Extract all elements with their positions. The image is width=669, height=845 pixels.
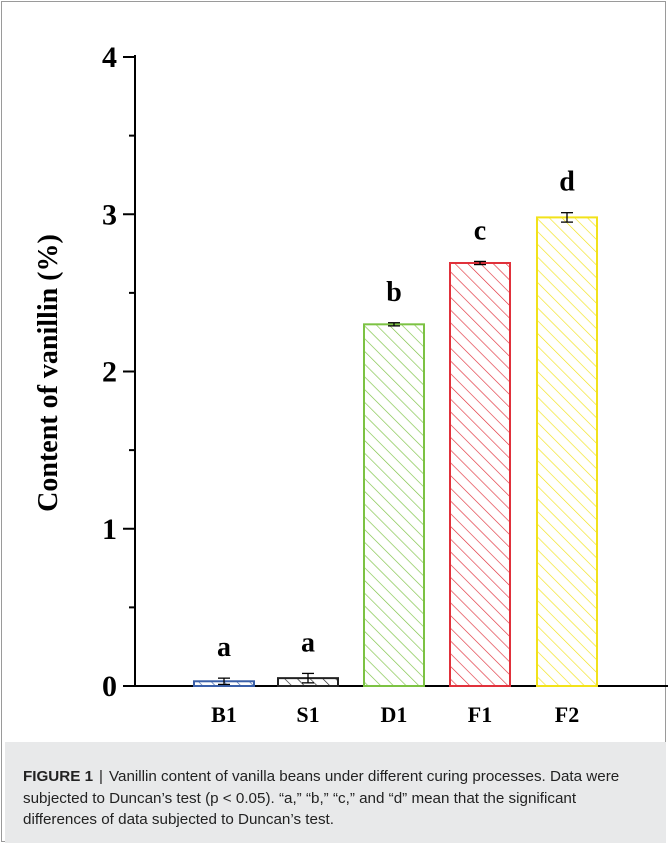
x-tick-label-F1: F1 (468, 702, 492, 727)
bar-chart: 0 1 2 3 4 a B1 a S1 b D1 c F1 d F2 Content of vanilli… (33, 41, 668, 727)
bar-F1 (449, 261, 511, 687)
x-tick-label-F2: F2 (555, 702, 579, 727)
caption-separator: | (99, 768, 103, 785)
caption-text: Vanillin content of vanilla beans under … (23, 768, 620, 828)
bar-F2 (536, 216, 598, 688)
y-tick-label: 4 (102, 41, 117, 74)
y-tick-label: 1 (102, 513, 117, 546)
chart-bars: a B1 a S1 b D1 c F1 d F2 (193, 167, 598, 727)
significance-letter-F1: c (474, 215, 486, 246)
significance-letter-S1: a (301, 627, 315, 658)
significance-letter-B1: a (217, 632, 231, 663)
y-axis-label: Content of vanillin (%) (33, 234, 64, 512)
significance-letter-D1: b (386, 277, 402, 308)
bar-D1 (363, 323, 425, 687)
figure-caption: FIGURE 1 | Vanillin content of vanilla bea… (5, 742, 666, 843)
y-tick-label: 0 (102, 670, 117, 703)
x-tick-label-D1: D1 (381, 702, 408, 727)
y-tick-label: 2 (102, 356, 117, 389)
y-tick-label: 3 (102, 198, 117, 231)
caption-label: FIGURE 1 (23, 768, 94, 785)
significance-letter-F2: d (559, 167, 575, 198)
x-tick-label-B1: B1 (211, 702, 237, 727)
x-tick-label-S1: S1 (296, 702, 319, 727)
